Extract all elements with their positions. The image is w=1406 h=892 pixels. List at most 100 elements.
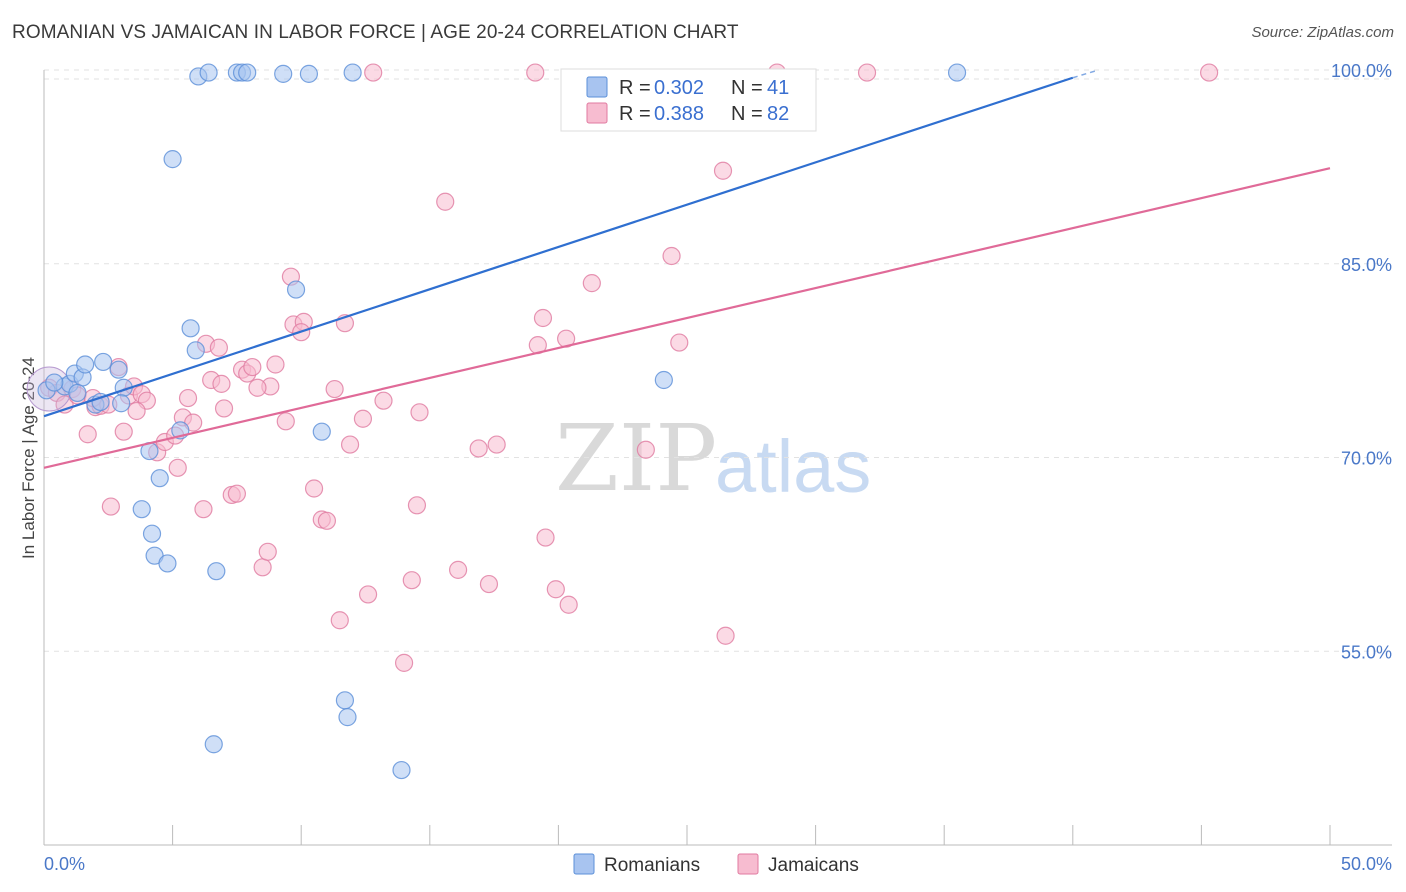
series-legend-label-romanians: Romanians: [604, 855, 700, 876]
romanians-point: [286, 280, 306, 299]
jamaicans-point: [78, 425, 97, 444]
jamaicans-point: [101, 497, 120, 516]
jamaicans-point: [662, 246, 681, 266]
jamaicans-point: [436, 192, 455, 211]
legend-r-label-romanians: R =: [619, 77, 651, 99]
jamaicans-point: [276, 412, 295, 431]
jamaicans-point: [258, 542, 277, 561]
jamaicans-point: [364, 63, 383, 82]
jamaicans-point: [713, 161, 733, 180]
series-legend-label-jamaicans: Jamaicans: [768, 855, 859, 876]
y-tick-label: 85.0%: [1341, 255, 1392, 275]
jamaicans-point: [178, 388, 198, 408]
romanians-point: [207, 562, 226, 581]
y-tick-label: 55.0%: [1341, 642, 1392, 662]
jamaicans-point: [857, 63, 877, 82]
jamaicans-point: [410, 403, 429, 422]
jamaicans-point: [448, 560, 468, 579]
y-tick-label: 100.0%: [1331, 61, 1392, 81]
watermark-zip: ZIP: [555, 405, 717, 512]
series-legend: Romanians Jamaicans: [573, 853, 859, 876]
stats-legend: R = 0.302 N = 41 R = 0.388 N = 82: [560, 68, 817, 132]
jamaicans-point: [469, 439, 488, 458]
jamaicans-points: [26, 63, 1219, 672]
chart-source: Source: ZipAtlas.com: [1251, 24, 1394, 41]
legend-n-value-jamaicans: 82: [767, 103, 789, 125]
romanians-point: [158, 554, 177, 573]
jamaicans-point: [636, 440, 655, 459]
romanians-point: [204, 735, 223, 754]
jamaicans-point: [194, 500, 213, 519]
jamaicans-point: [559, 595, 578, 614]
jamaicans-point: [168, 458, 187, 477]
series-legend-swatch-jamaicans: [737, 853, 759, 875]
jamaicans-point: [266, 355, 285, 374]
romanians-trend-line: [43, 76, 1074, 418]
jamaicans-point: [212, 374, 231, 393]
legend-swatch-romanians: [586, 76, 608, 98]
romanians-point: [76, 355, 95, 374]
jamaicans-point: [325, 379, 344, 399]
romanians-point: [947, 63, 967, 82]
romanians-point: [335, 691, 355, 710]
legend-n-label-jamaicans: N =: [731, 103, 763, 125]
y-axis-label: In Labor Force | Age 20-24: [19, 357, 38, 559]
jamaicans-point: [402, 571, 421, 590]
jamaicans-point: [533, 308, 553, 328]
jamaicans-point: [487, 435, 506, 454]
jamaicans-point: [353, 409, 373, 428]
watermark-atlas: atlas: [715, 425, 871, 508]
romanians-point: [142, 524, 162, 543]
romanians-point: [45, 373, 64, 392]
romanians-trend-extension: [1072, 69, 1099, 79]
jamaicans-point: [358, 585, 378, 604]
romanians-point: [238, 63, 257, 82]
jamaicans-point: [716, 626, 735, 645]
romanians-point: [343, 63, 362, 82]
jamaicans-point: [317, 511, 337, 530]
romanians-point: [312, 422, 331, 441]
romanians-point: [91, 392, 110, 412]
jamaicans-point: [304, 479, 324, 498]
jamaicans-point: [536, 528, 555, 547]
romanians-point: [299, 64, 319, 83]
y-tick-label: 70.0%: [1341, 449, 1392, 469]
legend-r-value-romanians: 0.302: [654, 77, 704, 99]
jamaicans-point: [479, 574, 499, 594]
legend-r-value-jamaicans: 0.388: [654, 103, 704, 125]
jamaicans-point: [407, 496, 427, 515]
tick-labels: 55.0% 70.0% 85.0% 100.0% 0.0% 50.0%: [44, 61, 1392, 874]
jamaicans-trend-line: [43, 167, 1331, 469]
jamaicans-point: [526, 63, 545, 82]
jamaicans-point: [214, 399, 234, 418]
trend-lines: [43, 69, 1331, 469]
romanians-point: [132, 500, 151, 519]
romanians-point: [392, 760, 411, 780]
series-legend-swatch-romanians: [573, 853, 595, 875]
jamaicans-point: [330, 611, 349, 630]
romanians-point: [150, 469, 169, 488]
romanians-point: [654, 370, 673, 390]
romanians-point: [112, 394, 131, 413]
jamaicans-point: [248, 378, 267, 397]
legend-n-value-romanians: 41: [767, 77, 789, 99]
romanians-point: [181, 319, 200, 338]
jamaicans-point: [670, 333, 689, 352]
x-tick-label: 0.0%: [44, 854, 85, 874]
romanians-point: [68, 383, 87, 403]
jamaicans-point: [253, 558, 272, 577]
axes: [43, 70, 1392, 846]
jamaicans-point: [127, 401, 146, 421]
jamaicans-point: [340, 435, 360, 454]
jamaicans-point: [374, 391, 393, 410]
romanians-point: [94, 352, 113, 372]
romanians-point: [186, 341, 205, 360]
romanians-point: [274, 64, 293, 83]
jamaicans-point: [243, 357, 262, 377]
chart-title: ROMANIAN VS JAMAICAN IN LABOR FORCE | AG…: [12, 22, 739, 43]
jamaicans-point: [394, 653, 414, 672]
jamaicans-point: [546, 580, 565, 599]
jamaicans-point: [227, 484, 246, 503]
jamaicans-point: [114, 422, 133, 441]
